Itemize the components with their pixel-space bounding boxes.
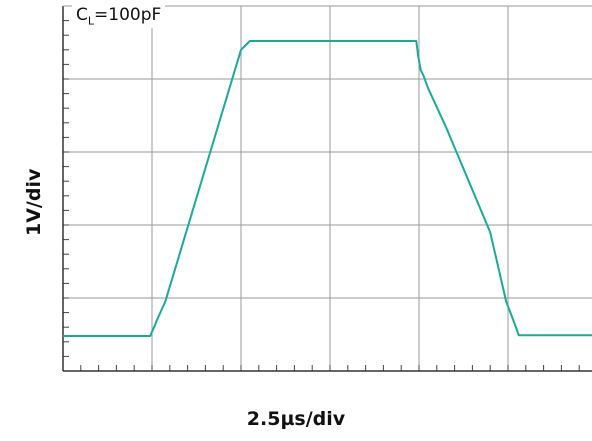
load-capacitance-label: CL=100pF bbox=[72, 4, 166, 29]
series-trace-0 bbox=[63, 40, 592, 337]
traces bbox=[63, 40, 592, 337]
x-axis-label: 2.5µs/div bbox=[246, 408, 346, 430]
axis-ticks bbox=[63, 20, 580, 371]
y-axis-label: 1V/div bbox=[23, 168, 45, 236]
grid bbox=[63, 6, 592, 371]
